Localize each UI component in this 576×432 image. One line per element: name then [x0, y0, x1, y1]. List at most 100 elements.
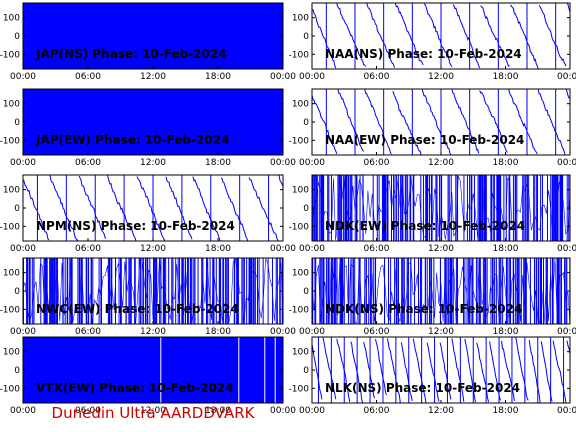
- x-tick-label: 00:00: [270, 244, 296, 254]
- x-tick-label: 06:00: [75, 406, 101, 416]
- x-tick-label: 00:00: [10, 327, 36, 337]
- y-tick-label: -100: [289, 305, 310, 315]
- x-tick-label: 18:00: [205, 327, 231, 337]
- x-tick-label: 00:00: [557, 406, 576, 416]
- y-tick-label: 0: [303, 204, 309, 214]
- panel-title: NDK(NS) Phase: 10-Feb-2024: [325, 302, 522, 316]
- panel-0: 100 0 -100 00:00 06:00 12:00 18:00 00:00 JAP(NS)…: [0, 2, 296, 82]
- x-tick-label: 18:00: [493, 72, 519, 82]
- y-tick-label: 100: [292, 186, 309, 196]
- y-tick-label: -100: [289, 136, 310, 146]
- trace-line: [23, 175, 283, 241]
- y-tick-label: -100: [0, 222, 20, 232]
- y-tick-label: 100: [292, 269, 309, 279]
- x-tick-label: 18:00: [493, 158, 519, 168]
- y-tick-label: 100: [3, 100, 20, 110]
- x-tick-label: 00:00: [10, 406, 36, 416]
- y-tick-label: 100: [3, 348, 20, 358]
- y-tick-label: 100: [3, 269, 20, 279]
- y-tick-label: 0: [14, 118, 20, 128]
- trace-area: [312, 175, 570, 241]
- x-tick-label: 00:00: [270, 327, 296, 337]
- x-tick-label: 00:00: [299, 406, 325, 416]
- trace-fill: [23, 3, 283, 69]
- panel-title: NPM(NS) Phase: 10-Feb-2024: [36, 219, 235, 233]
- x-tick-label: 06:00: [75, 244, 101, 254]
- trace-line: [312, 3, 570, 69]
- x-tick-label: 06:00: [364, 327, 390, 337]
- x-tick-label: 06:00: [364, 158, 390, 168]
- y-tick-label: 0: [303, 32, 309, 42]
- panel-2: 100 0 -100 00:00 06:00 12:00 18:00 00:00 JAP(EW)…: [0, 88, 296, 168]
- x-tick-label: 18:00: [205, 158, 231, 168]
- x-tick-label: 00:00: [10, 158, 36, 168]
- x-tick-label: 12:00: [428, 327, 454, 337]
- x-tick-label: 12:00: [140, 158, 166, 168]
- x-tick-label: 18:00: [493, 406, 519, 416]
- y-tick-label: -100: [289, 384, 310, 394]
- x-tick-label: 12:00: [428, 72, 454, 82]
- x-tick-label: 00:00: [270, 406, 296, 416]
- panel-title: JAP(NS) Phase: 10-Feb-2024: [35, 47, 227, 61]
- trace-fill: [23, 337, 283, 403]
- x-tick-label: 00:00: [270, 158, 296, 168]
- trace-area: [23, 175, 283, 241]
- x-tick-label: 12:00: [140, 406, 166, 416]
- panel-title: NLK(NS) Phase: 10-Feb-2024: [325, 381, 520, 395]
- x-tick-label: 06:00: [364, 72, 390, 82]
- x-tick-label: 00:00: [557, 244, 576, 254]
- y-tick-label: -100: [0, 305, 20, 315]
- y-tick-label: 100: [3, 14, 20, 24]
- y-tick-label: 0: [303, 118, 309, 128]
- x-tick-label: 12:00: [140, 72, 166, 82]
- x-tick-label: 12:00: [428, 244, 454, 254]
- y-tick-label: -100: [289, 50, 310, 60]
- panel-title: VTX(EW) Phase: 10-Feb-2024: [36, 381, 234, 395]
- trace-area: [23, 337, 283, 403]
- trace-area: [23, 89, 283, 155]
- trace-line: [312, 337, 570, 403]
- panel-5: 100 0 -100 00:00 06:00 12:00 18:00 00:00 NDK(EW)…: [289, 174, 576, 254]
- trace-area: [23, 3, 283, 69]
- y-tick-label: -100: [0, 136, 20, 146]
- panel-6: 100 0 -100 00:00 06:00 12:00 18:00 00:00 NWC(EW)…: [0, 257, 296, 337]
- x-tick-label: 18:00: [205, 406, 231, 416]
- x-tick-label: 12:00: [428, 406, 454, 416]
- x-tick-label: 00:00: [557, 158, 576, 168]
- x-tick-label: 00:00: [299, 72, 325, 82]
- x-tick-label: 00:00: [299, 158, 325, 168]
- x-tick-label: 00:00: [557, 72, 576, 82]
- y-tick-label: -100: [0, 50, 20, 60]
- y-tick-label: -100: [0, 384, 20, 394]
- x-tick-label: 18:00: [205, 244, 231, 254]
- panel-7: 100 0 -100 00:00 06:00 12:00 18:00 00:00 NDK(NS)…: [289, 257, 576, 337]
- x-tick-label: 06:00: [364, 244, 390, 254]
- trace-area: [312, 337, 570, 403]
- trace-line: [23, 258, 283, 324]
- y-tick-label: 0: [14, 204, 20, 214]
- panel-title: NWC(EW) Phase: 10-Feb-2024: [36, 302, 239, 316]
- y-tick-label: 0: [14, 366, 20, 376]
- trace-line: [312, 89, 570, 155]
- x-tick-label: 00:00: [270, 72, 296, 82]
- x-tick-label: 12:00: [140, 244, 166, 254]
- x-tick-label: 00:00: [10, 72, 36, 82]
- x-tick-label: 06:00: [75, 158, 101, 168]
- y-tick-label: 0: [303, 366, 309, 376]
- y-tick-label: 100: [292, 348, 309, 358]
- panel-9: 100 0 -100 00:00 06:00 12:00 18:00 00:00 NLK(NS)…: [289, 336, 576, 416]
- trace-area: [312, 89, 570, 155]
- panel-title: NDK(EW) Phase: 10-Feb-2024: [325, 219, 525, 233]
- y-tick-label: 100: [292, 14, 309, 24]
- x-tick-label: 12:00: [428, 158, 454, 168]
- panel-title: NAA(EW) Phase: 10-Feb-2024: [325, 133, 524, 147]
- y-tick-label: 0: [14, 287, 20, 297]
- trace-area: [23, 258, 283, 324]
- x-tick-label: 06:00: [75, 72, 101, 82]
- x-tick-label: 00:00: [299, 327, 325, 337]
- panel-3: 100 0 -100 00:00 06:00 12:00 18:00 00:00 NAA(EW)…: [289, 88, 576, 168]
- x-tick-label: 06:00: [364, 406, 390, 416]
- x-tick-label: 00:00: [299, 244, 325, 254]
